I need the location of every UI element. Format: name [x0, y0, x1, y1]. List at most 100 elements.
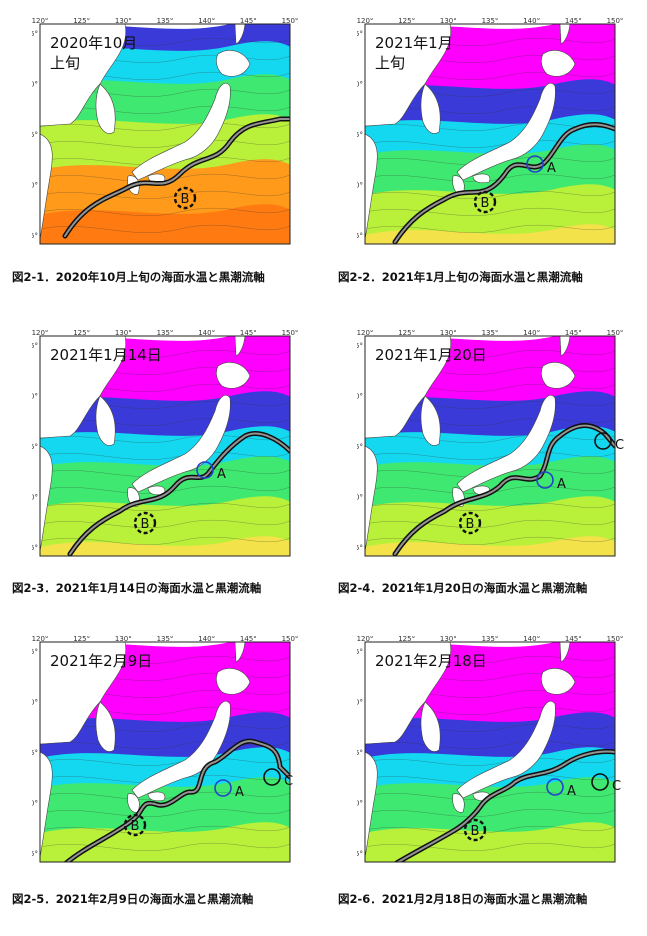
lon-tick-label: 135°	[482, 636, 499, 643]
marker-b-label: B	[131, 819, 140, 834]
marker-a-circle	[526, 155, 544, 173]
caption-4: 図2-4．2021年1月20日の海面水温と黒潮流軸	[338, 581, 588, 595]
caption-1: 図2-1．2020年10月上旬の海面水温と黒潮流軸	[12, 270, 265, 284]
lat-tick-label: 30°	[32, 182, 38, 190]
lon-tick-label: 140°	[523, 330, 540, 337]
lat-tick-label: 40°	[32, 81, 38, 89]
lat-tick-label: 30°	[357, 800, 363, 808]
land-shikoku	[147, 791, 166, 802]
marker-b-circle	[473, 190, 497, 214]
lat-tick-label: 30°	[32, 800, 38, 808]
lon-tick-label: 135°	[482, 330, 499, 337]
lat-tick-label: 45°	[32, 342, 38, 350]
lon-tick-label: 140°	[198, 330, 215, 337]
land-china	[365, 133, 378, 240]
land-honshu	[131, 82, 231, 181]
lat-tick-label: 30°	[32, 494, 38, 502]
date-label: 2021年1月20日	[375, 346, 487, 364]
map-panel-4: 120° 125° 130° 135° 140° 145° 150° 45° 40° 35° 30°…	[357, 330, 647, 630]
lat-tick-label: 25°	[32, 850, 38, 858]
lon-tick-label: 135°	[157, 18, 174, 25]
marker-b-circle	[133, 511, 157, 535]
lon-tick-label: 125°	[398, 18, 415, 25]
lat-tick-label: 45°	[32, 30, 38, 38]
map-panel-6: 120° 125° 130° 135° 140° 145° 150° 45° 40° 35° 30°…	[357, 636, 647, 936]
lon-tick-label: 145°	[240, 636, 257, 643]
caption-5: 図2-5．2021年2月9日の海面水温と黒潮流軸	[12, 892, 254, 906]
land-hokkaido	[216, 50, 251, 77]
lat-tick-label: 40°	[357, 393, 363, 401]
lon-tick-label: 130°	[440, 18, 457, 25]
land-hokkaido	[216, 668, 251, 695]
land-korea	[95, 701, 116, 752]
land-korea	[420, 83, 441, 134]
marker-b-label: B	[481, 196, 490, 211]
marker-c-label: C	[612, 779, 621, 794]
lon-tick-label: 130°	[115, 330, 132, 337]
marker-a-label: A	[217, 467, 226, 482]
marker-b-circle	[173, 186, 197, 210]
sst-field	[40, 642, 290, 862]
map-panel-3: 120° 125° 130° 135° 140° 145° 150° 45° 40° 35° 30°…	[32, 330, 332, 630]
lon-tick-label: 120°	[32, 18, 48, 25]
lon-tick-label: 135°	[157, 636, 174, 643]
lon-tick-label: 140°	[198, 636, 215, 643]
land-korea	[95, 395, 116, 446]
lat-tick-label: 35°	[32, 749, 38, 757]
marker-c-circle	[591, 773, 609, 791]
lon-tick-label: 140°	[523, 636, 540, 643]
lat-tick-label: 35°	[357, 443, 363, 451]
land-korea	[95, 83, 116, 134]
lon-tick-label: 145°	[565, 636, 582, 643]
caption-2: 図2-2．2021年1月上旬の海面水温と黒潮流軸	[338, 270, 583, 284]
map-panel-1: 120° 125° 130° 135° 140° 145° 150° 45° 40° 35° 30°…	[32, 18, 332, 318]
lon-tick-label: 120°	[357, 18, 373, 25]
lat-tick-label: 35°	[32, 131, 38, 139]
lat-tick-label: 30°	[357, 182, 363, 190]
lon-tick-label: 130°	[440, 636, 457, 643]
lon-tick-label: 130°	[115, 18, 132, 25]
lat-tick-label: 25°	[32, 232, 38, 240]
marker-b-label: B	[471, 824, 480, 839]
land-honshu	[456, 394, 556, 493]
lon-tick-label: 150°	[607, 330, 624, 337]
lon-tick-label: 150°	[607, 636, 624, 643]
lon-tick-label: 125°	[398, 330, 415, 337]
land-china	[40, 751, 53, 858]
lat-tick-label: 35°	[32, 443, 38, 451]
caption-3: 図2-3．2021年1月14日の海面水温と黒潮流軸	[12, 581, 262, 595]
land-china	[365, 445, 378, 552]
lat-tick-label: 40°	[357, 81, 363, 89]
map-frame	[39, 23, 291, 245]
map-frame	[39, 335, 291, 557]
lon-tick-label: 135°	[157, 330, 174, 337]
lon-tick-label: 150°	[282, 330, 299, 337]
lon-tick-label: 130°	[440, 330, 457, 337]
lon-tick-label: 140°	[523, 18, 540, 25]
lat-tick-label: 45°	[357, 648, 363, 656]
sst-field	[365, 642, 615, 862]
caption-6: 図2-6．2021月2月18日の海面水温と黒潮流軸	[338, 892, 588, 906]
lat-tick-label: 45°	[357, 30, 363, 38]
land-honshu	[456, 82, 556, 181]
land-honshu	[456, 700, 556, 799]
lon-tick-label: 125°	[73, 636, 90, 643]
land-china	[40, 445, 53, 552]
marker-b-label: B	[141, 517, 150, 532]
land-shikoku	[472, 173, 491, 184]
date-label-line2: 上旬	[375, 54, 405, 72]
marker-a-circle	[214, 779, 232, 797]
lon-tick-label: 150°	[282, 636, 299, 643]
marker-a-label: A	[567, 784, 576, 799]
land-kyushu	[452, 793, 465, 813]
lon-tick-label: 145°	[565, 18, 582, 25]
lon-tick-label: 150°	[607, 18, 624, 25]
marker-b-circle	[463, 818, 487, 842]
marker-a-label: A	[547, 161, 556, 176]
sst-field	[365, 24, 615, 244]
lat-tick-label: 25°	[357, 850, 363, 858]
lon-tick-label: 145°	[240, 18, 257, 25]
lat-tick-label: 25°	[357, 232, 363, 240]
lon-tick-label: 120°	[32, 330, 48, 337]
lon-tick-label: 135°	[482, 18, 499, 25]
